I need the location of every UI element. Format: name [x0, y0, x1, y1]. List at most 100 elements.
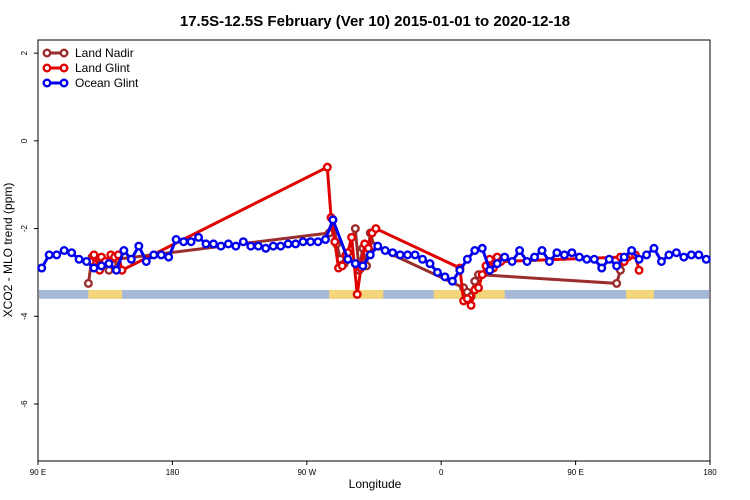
series-1-point-40 [634, 265, 644, 275]
series-2-point-6 [82, 256, 92, 266]
series-2-point-40 [343, 254, 353, 264]
legend-entry-2: Ocean Glint [42, 76, 139, 90]
series-2-point-51 [425, 259, 435, 269]
series-2-point-78 [627, 245, 637, 255]
x-axis-label: Longitude [349, 477, 402, 491]
series-1-point-26 [466, 300, 476, 310]
series-1-point-16 [347, 232, 357, 242]
y-tick-label-2: -2 [20, 224, 29, 232]
series-2-point-37 [313, 237, 323, 247]
series-0-point-12 [350, 224, 360, 234]
series-2-point-41 [350, 259, 360, 269]
y-tick-label-0: 2 [20, 50, 29, 55]
series-2-point-57 [470, 245, 480, 255]
series-2-point-63 [515, 245, 525, 255]
series-2-point-31 [268, 241, 278, 251]
series-2-point-83 [664, 250, 674, 260]
legend-label-0: Land Nadir [75, 46, 134, 60]
series-2-point-74 [597, 263, 607, 273]
series-2-point-17 [164, 252, 174, 262]
series-1-point-11 [330, 237, 340, 247]
series-1-point-13 [337, 261, 347, 271]
series-1-point-29 [477, 270, 487, 280]
series-0-point-21 [470, 276, 480, 286]
series-2-point-86 [686, 250, 696, 260]
series-2-point-12 [126, 254, 136, 264]
series-2-point-32 [276, 241, 286, 251]
series-line-1 [88, 164, 641, 310]
series-2-point-5 [74, 254, 84, 264]
series-2-point-1 [44, 250, 54, 260]
series-0-point-23 [612, 278, 622, 288]
series-2-point-2 [52, 250, 62, 260]
series-2-point-13 [134, 241, 144, 251]
series-2-point-15 [149, 250, 159, 260]
series-2-point-56 [462, 254, 472, 264]
series-2-point-55 [455, 265, 465, 275]
series-group [37, 162, 711, 310]
series-2-point-71 [574, 252, 584, 262]
series-2-point-85 [679, 252, 689, 262]
series-2-point-44 [373, 241, 383, 251]
series-2-point-38 [320, 235, 330, 245]
series-2-point-48 [403, 250, 413, 260]
y-tick-label-1: 0 [20, 138, 29, 143]
axes: 90 E 180 90 W 0 90 E 180 2 0 -2 -4 -6 [20, 50, 717, 477]
series-2-point-28 [246, 241, 256, 251]
series-2-point-72 [582, 254, 592, 264]
series-2-point-73 [589, 254, 599, 264]
series-2-point-3 [59, 245, 69, 255]
legend-label-2: Ocean Glint [75, 76, 139, 90]
series-2-point-61 [500, 252, 510, 262]
series-2-point-27 [238, 237, 248, 247]
series-2-point-20 [186, 237, 196, 247]
series-2-point-67 [544, 256, 554, 266]
series-2-point-82 [656, 256, 666, 266]
series-1-point-28 [474, 283, 484, 293]
series-2 [37, 215, 711, 286]
series-2-point-35 [298, 237, 308, 247]
legend-entry-1: Land Glint [42, 61, 130, 75]
series-2-point-87 [694, 250, 704, 260]
series-1-point-17 [352, 289, 362, 299]
x-tick-label-4: 90 E [567, 468, 583, 477]
series-2-point-64 [522, 256, 532, 266]
series-2-point-65 [530, 252, 540, 262]
series-2-point-62 [507, 256, 517, 266]
legend-marker-left-1 [42, 63, 52, 73]
legend-marker-left-2 [42, 78, 52, 88]
land-ocean-band [39, 289, 709, 299]
series-2-point-43 [365, 250, 375, 260]
series-2-point-66 [537, 245, 547, 255]
series-2-point-7 [89, 263, 99, 273]
series-2-point-39 [328, 215, 338, 225]
series-2-point-0 [37, 263, 47, 273]
series-1-point-22 [371, 224, 381, 234]
series-2-point-26 [231, 241, 241, 251]
series-2-point-58 [477, 243, 487, 253]
series-2-point-29 [253, 241, 263, 251]
legend-marker-right-2 [59, 78, 69, 88]
series-2-point-21 [194, 232, 204, 242]
series-1-point-25 [462, 294, 472, 304]
series-2-point-68 [552, 248, 562, 258]
legend-entry-0: Land Nadir [42, 46, 134, 60]
series-2-point-22 [201, 239, 211, 249]
series-2-point-16 [156, 250, 166, 260]
series-2-point-8 [96, 261, 106, 271]
series-2-point-59 [485, 265, 495, 275]
series-0-point-0 [83, 278, 93, 288]
series-1-point-9 [322, 162, 332, 172]
series-2-point-47 [395, 250, 405, 260]
x-tick-label-5: 180 [703, 468, 717, 477]
series-2-point-10 [111, 265, 121, 275]
series-2-point-84 [671, 248, 681, 258]
plot-frame [37, 39, 711, 462]
series-2-point-30 [261, 243, 271, 253]
series-2-point-45 [380, 245, 390, 255]
series-2-point-60 [492, 259, 502, 269]
y-tick-label-3: -4 [20, 312, 29, 320]
series-2-point-70 [567, 248, 577, 258]
series-2-point-18 [171, 235, 181, 245]
